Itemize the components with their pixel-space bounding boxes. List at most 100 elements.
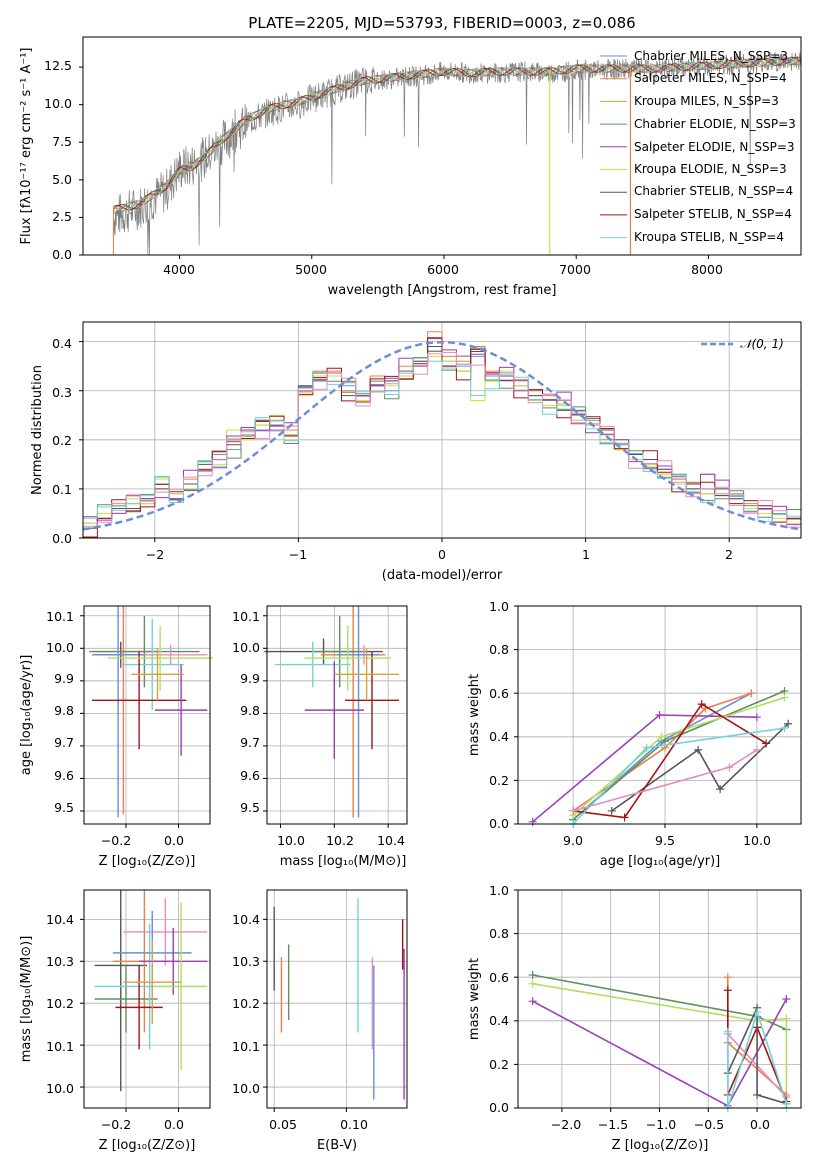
weight-point-marker (752, 713, 761, 722)
y-tick-label: 9.7 (54, 735, 74, 750)
y-tick-label: 10.0 (46, 640, 74, 655)
z-age-x-label: Z [log₁₀(Z/Z⊙)] (99, 854, 196, 869)
mass-vs-age-panel: 10.0 10.2 10.4 9.5 9.6 9.7 9.8 9.9 10.0 … (232, 605, 408, 869)
weight-series-line (572, 692, 752, 812)
y-tick-label: 9.8 (54, 703, 74, 718)
x-tick-label: 0 (438, 547, 446, 562)
y-tick-label: 10.3 (46, 954, 74, 969)
weight-point-marker (661, 737, 670, 746)
x-tick-label: −0.5 (694, 1117, 724, 1132)
y-tick-label: 0.1 (52, 482, 72, 497)
residual-histogram-panel: −2 −1 0 1 2 0.0 0.1 0.2 0.3 0.4 (data-mo… (30, 321, 802, 583)
weight-point-marker (528, 971, 537, 980)
weight-point-marker (725, 763, 734, 772)
x-tick-label: 10.4 (377, 833, 405, 848)
spectrum-y-label: Flux [fλ10⁻¹⁷ erg cm⁻² s⁻¹ A⁻¹] (19, 48, 34, 245)
x-tick-label: 10.0 (743, 833, 771, 848)
y-tick-label: 0.6 (489, 970, 509, 985)
x-tick-label: −1.5 (598, 1117, 628, 1132)
weight-point-marker (642, 743, 651, 752)
y-tick-label: 9.6 (54, 768, 74, 783)
histogram-y-label: Normed distribution (30, 365, 45, 495)
x-tick-label: 0.0 (750, 1117, 770, 1132)
y-tick-label: 0.2 (52, 433, 72, 448)
legend-entry: Kroupa ELODIE, N_SSP=3 (634, 162, 787, 176)
weight-point-marker (753, 1090, 762, 1099)
y-tick-label: 10.4 (46, 912, 74, 927)
legend-entry: Chabrier MILES, N_SSP=3 (634, 49, 788, 63)
weight-point-marker (697, 700, 706, 709)
y-tick-label: 10.1 (46, 609, 74, 624)
legend-entry: Salpeter STELIB, N_SSP=4 (634, 207, 792, 221)
histogram-x-ticks: −2 −1 0 1 2 (146, 547, 733, 562)
legend-entry: Chabrier STELIB, N_SSP=4 (634, 184, 793, 198)
ebv-vs-mass-panel: 0.05 0.10 10.0 10.1 10.2 10.3 10.4 E(B-V… (232, 889, 408, 1153)
weight-series-line (572, 692, 752, 821)
age-vs-weight-panel: 9.0 9.5 10.0 0.0 0.2 0.4 0.6 0.8 1.0 age… (467, 599, 802, 869)
spectrum-legend: Chabrier MILES, N_SSP=3 Salpeter MILES, … (600, 49, 796, 244)
weight-point-marker (607, 806, 616, 815)
x-tick-label: −2 (146, 547, 164, 562)
z-weight-frame (517, 889, 802, 1109)
x-tick-label: −0.2 (101, 833, 131, 848)
z-mass-x-label: Z [log₁₀(Z/Z⊙)] (99, 1138, 196, 1153)
weight-point-marker (752, 745, 761, 754)
x-tick-label: 2 (725, 547, 733, 562)
gaussian-legend-label: 𝒩(0, 1) (740, 337, 784, 351)
y-tick-label: 10.2 (46, 996, 74, 1011)
age-weight-frame (517, 605, 802, 825)
gaussian-curve (82, 340, 802, 531)
y-tick-label: 10.1 (46, 1039, 74, 1054)
weight-series-line (572, 703, 767, 819)
x-tick-label: 0.05 (269, 1117, 297, 1132)
z-mass-plot-area (80, 890, 210, 1112)
spectrum-x-ticks: 4000 5000 6000 7000 8000 (163, 262, 723, 277)
z-mass-frame (83, 889, 211, 1109)
x-tick-label: 0.0 (164, 1117, 184, 1132)
ebv-mass-frame (266, 889, 408, 1109)
histogram-x-label: (data-model)/error (382, 568, 503, 583)
y-tick-label: 0.0 (52, 531, 72, 546)
y-tick-label: 0.2 (489, 1057, 509, 1072)
y-tick-label: 0.3 (52, 385, 72, 400)
y-tick-label: 1.0 (489, 883, 509, 898)
weight-series-line (572, 727, 785, 825)
y-tick-label: 0.2 (489, 773, 509, 788)
histogram-series-step (82, 352, 801, 538)
z-mass-y-label: mass [log₁₀(M/M⊙)] (19, 936, 34, 1063)
legend-entry: Kroupa STELIB, N_SSP=4 (634, 230, 784, 244)
y-tick-label: 10.0 (232, 1081, 260, 1096)
y-tick-label: 7.5 (52, 134, 72, 149)
age-weight-y-label: mass weight (467, 674, 482, 756)
x-tick-label: 10.0 (277, 833, 305, 848)
x-tick-label: 9.5 (655, 833, 675, 848)
y-tick-label: 9.6 (240, 768, 260, 783)
weight-series-line (572, 690, 785, 821)
weight-point-marker (694, 745, 703, 754)
weight-point-marker (528, 997, 537, 1006)
y-tick-label: 9.7 (240, 735, 260, 750)
weight-point-marker (782, 995, 791, 1003)
weight-point-marker (747, 689, 756, 698)
y-tick-label: 9.9 (54, 671, 74, 686)
x-tick-label: 4000 (163, 262, 195, 277)
weight-point-marker (780, 724, 789, 733)
weight-point-marker (657, 732, 666, 741)
weight-point-marker (528, 979, 537, 988)
weight-point-marker (569, 806, 578, 815)
age-weight-plot-area (514, 605, 801, 828)
y-tick-label: 12.5 (44, 58, 72, 73)
z-weight-plot-area (514, 889, 801, 1112)
y-tick-label: 10.4 (232, 912, 260, 927)
weight-point-marker (716, 785, 725, 794)
mass-age-x-label: mass [log₁₀(M/M⊙)] (280, 854, 407, 869)
spectrum-model-line (113, 56, 801, 211)
y-tick-label: 0.8 (489, 642, 509, 657)
weight-series-line (727, 1007, 787, 1105)
y-tick-label: 1.0 (489, 599, 509, 614)
spectrum-frame (82, 36, 802, 256)
z-weight-x-label: Z [log₁₀(Z/Z⊙)] (612, 1138, 709, 1153)
weight-series-line (611, 723, 789, 812)
spectrum-panel: PLATE=2205, MJD=53793, FIBERID=0003, z=0… (19, 14, 802, 298)
